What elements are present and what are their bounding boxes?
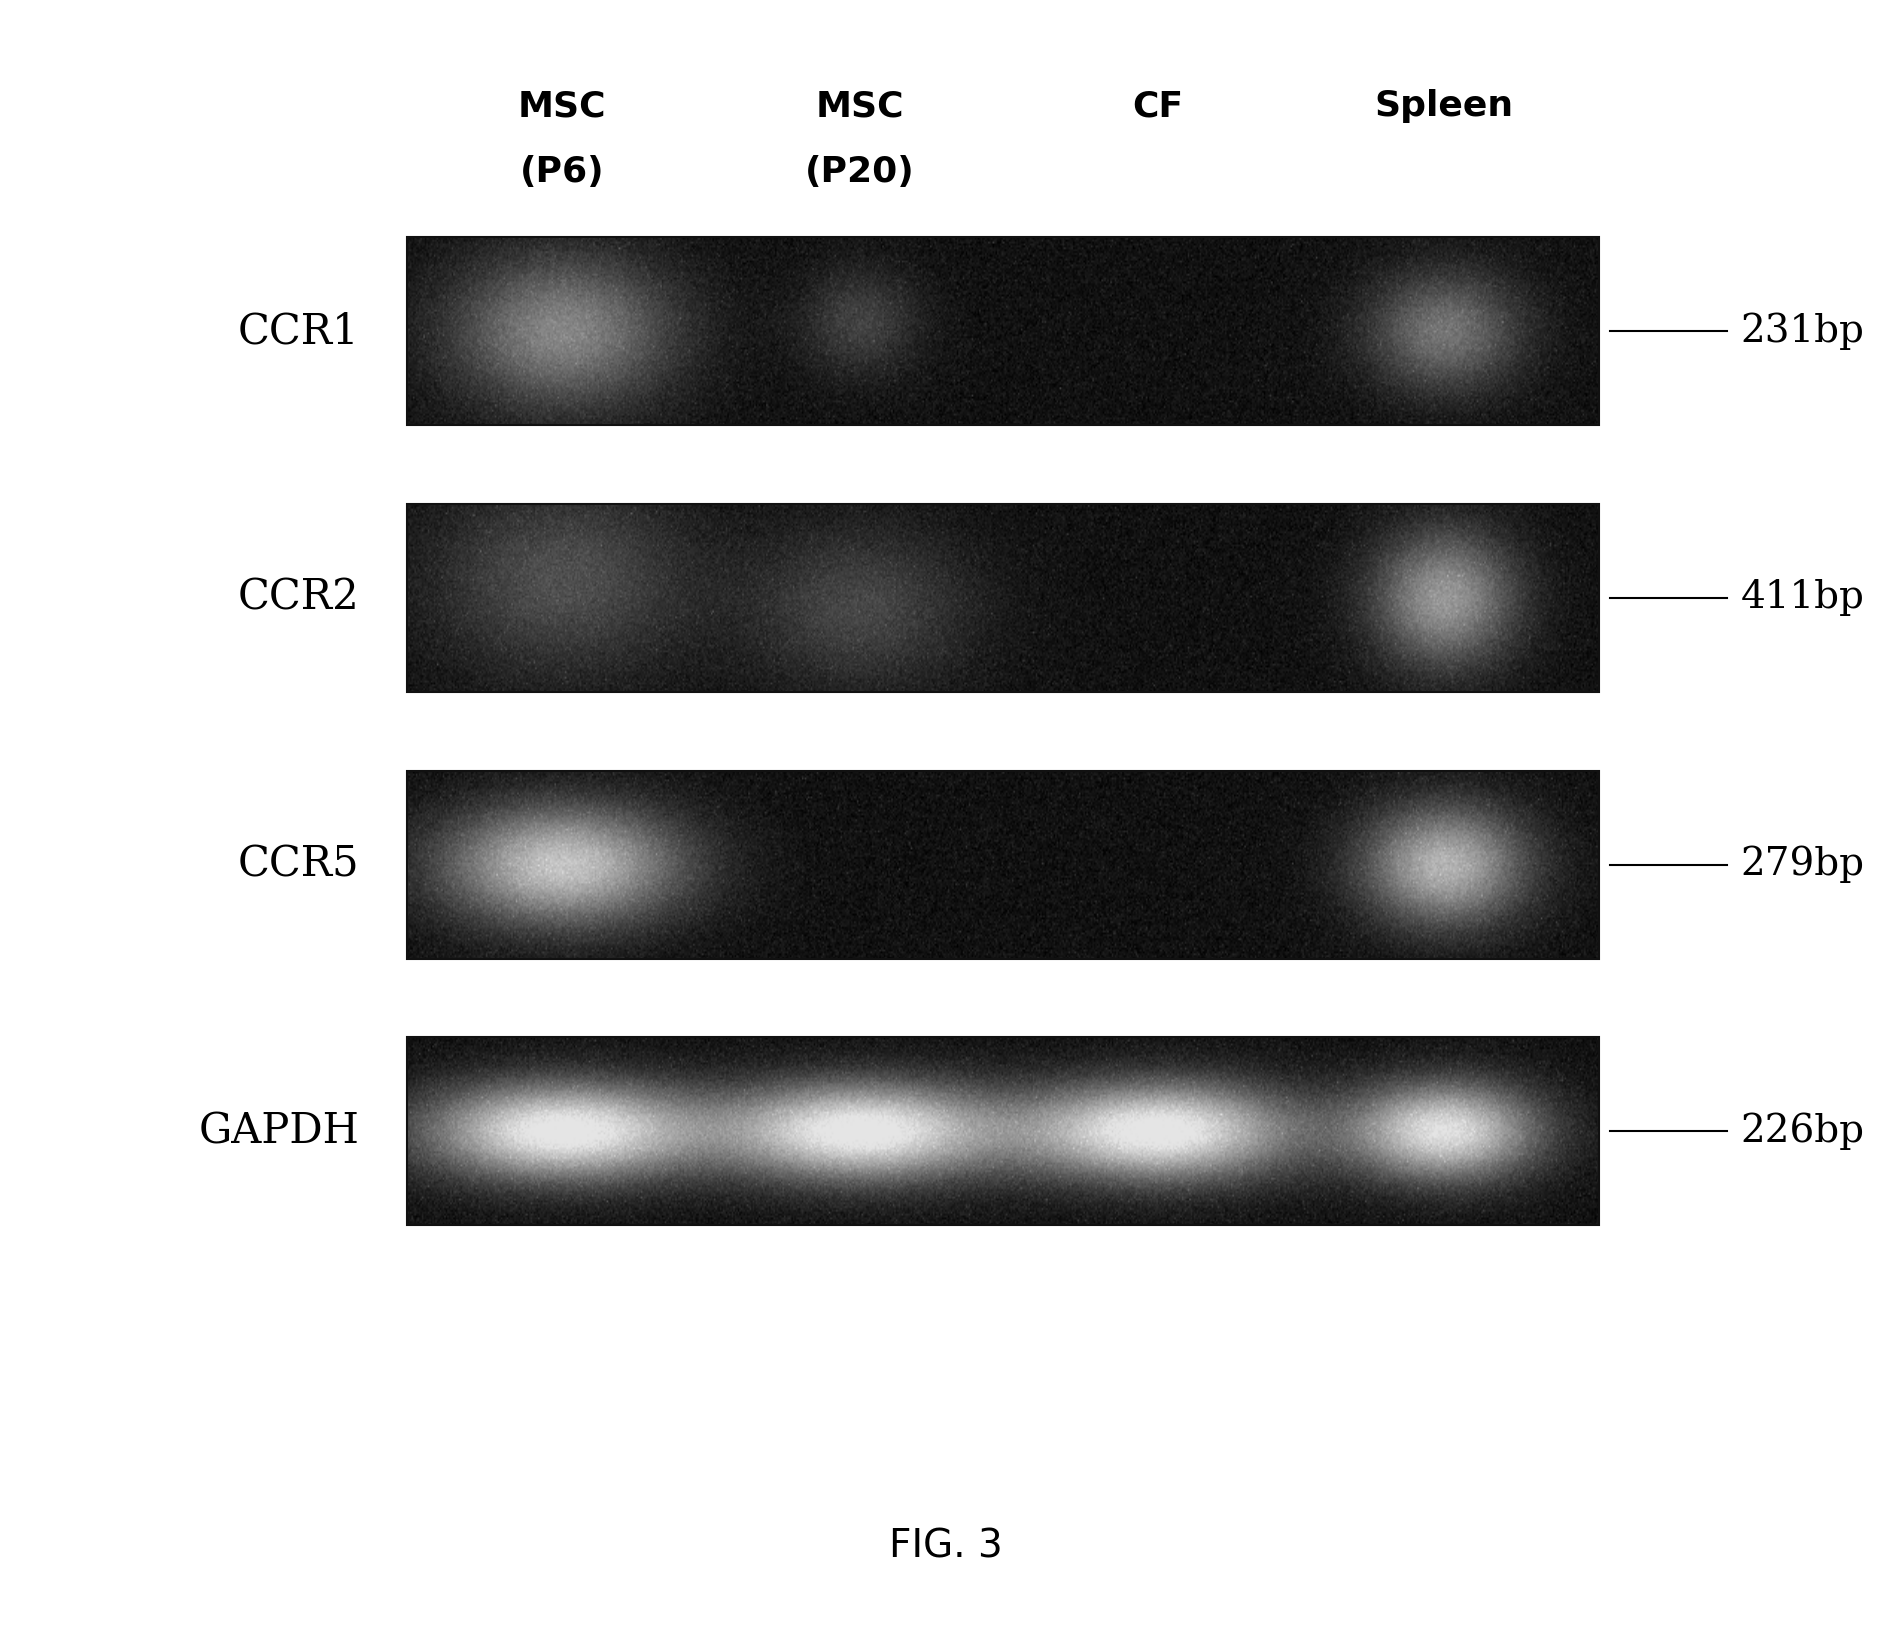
Text: CF: CF	[1131, 90, 1182, 123]
Text: (P6): (P6)	[520, 155, 604, 188]
Text: GAPDH: GAPDH	[199, 1111, 359, 1152]
Bar	[407, 504, 1599, 692]
Text: MSC: MSC	[518, 90, 605, 123]
Text: CCR2: CCR2	[238, 578, 359, 618]
Bar	[407, 237, 1599, 425]
Bar	[407, 771, 1599, 959]
Bar	[407, 1037, 1599, 1225]
Text: FIG. 3: FIG. 3	[889, 1526, 1003, 1566]
Text: Spleen: Spleen	[1374, 90, 1514, 123]
Text: 279bp: 279bp	[1741, 846, 1866, 883]
Text: 226bp: 226bp	[1741, 1112, 1866, 1150]
Text: MSC: MSC	[815, 90, 904, 123]
Text: (P20): (P20)	[804, 155, 914, 188]
Text: CCR1: CCR1	[238, 311, 359, 352]
Text: 231bp: 231bp	[1741, 312, 1864, 350]
Text: CCR5: CCR5	[238, 844, 359, 885]
Text: 411bp: 411bp	[1741, 579, 1864, 617]
